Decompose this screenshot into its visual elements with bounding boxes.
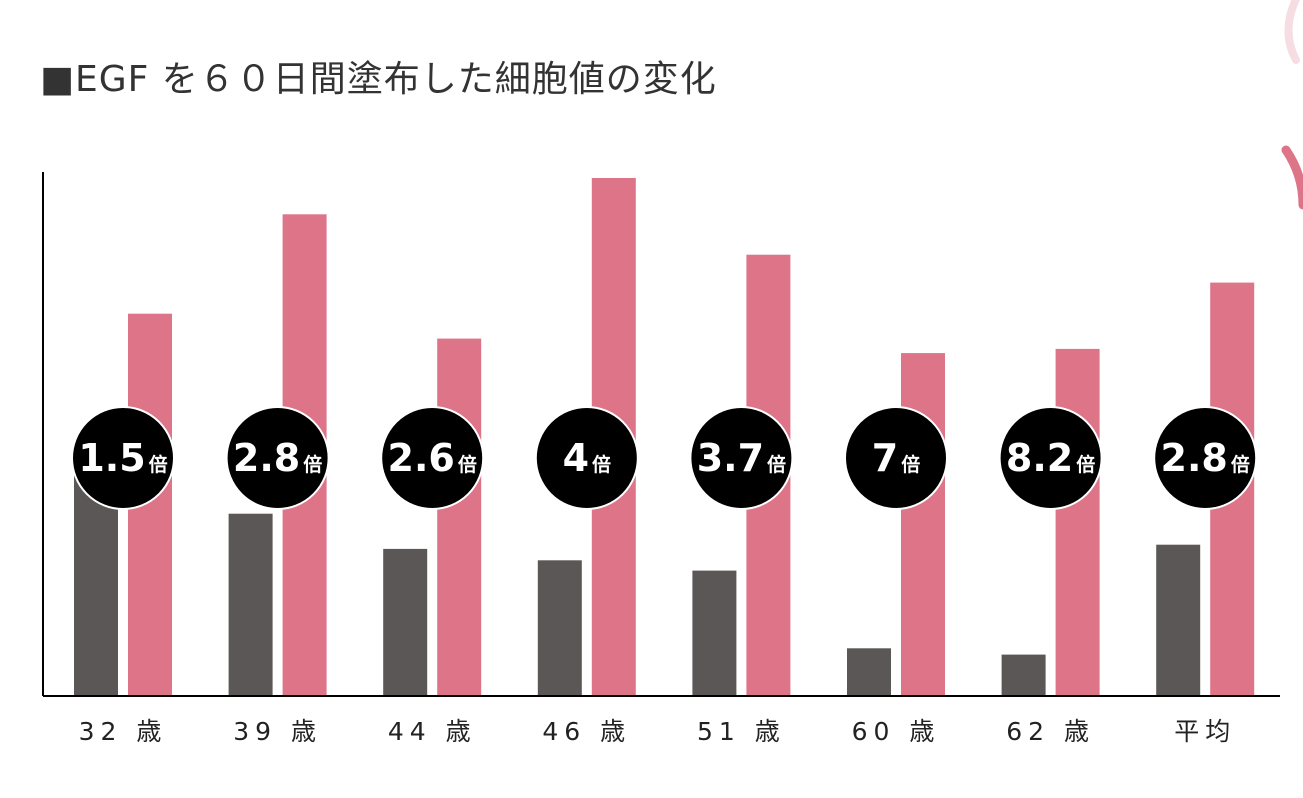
bar-before-4: [537, 560, 582, 696]
ratio-badge-circle: [380, 406, 485, 510]
ratio-label: 1.5 倍: [78, 436, 167, 480]
ratio-label: 2.8 倍: [1161, 436, 1250, 480]
ratio-badge-1: 1.5 倍: [71, 406, 175, 510]
ratio-badge-circle: [1153, 406, 1258, 510]
ratio-label: 3.7 倍: [697, 436, 786, 480]
ratio-value: 2.8: [1161, 436, 1228, 480]
ratio-badge-circle: [71, 406, 175, 510]
x-tick-label-2: 39 歳: [233, 717, 322, 746]
ratio-unit: 倍: [458, 453, 477, 476]
x-tick-label-3: 44 歳: [388, 717, 477, 746]
ratio-value: 3.7: [697, 436, 764, 480]
ratio-badge-circle: [689, 406, 794, 510]
bar-before-6: [847, 648, 891, 696]
swirl-faint-stroke: [1284, 0, 1301, 64]
ratio-label: 2.8 倍: [233, 436, 322, 480]
bar-before-3: [383, 548, 428, 696]
swirl-stroke: [1281, 145, 1303, 210]
ratio-unit: 倍: [303, 453, 322, 476]
ratio-badge-8: 2.8 倍: [1153, 406, 1258, 510]
ratio-label: 8.2 倍: [1006, 436, 1095, 480]
bar-before-8: [1156, 544, 1201, 696]
ratio-badges-layer: 1.5 倍 2.8 倍 2.6 倍 4 倍 3.7 倍 7 倍 8.2 倍 2.8 倍: [71, 406, 1258, 510]
ratio-label: 2.6 倍: [388, 436, 477, 480]
ratio-value: 8.2: [1006, 436, 1073, 480]
x-tick-labels: 32 歳 39 歳 44 歳 46 歳 51 歳 60 歳 62 歳 平均: [79, 717, 1236, 746]
axes-layer: [42, 172, 1280, 697]
ratio-value: 2.8: [233, 436, 300, 480]
bar-after-6: [901, 353, 945, 696]
ratio-unit: 倍: [592, 453, 611, 476]
ratio-unit: 倍: [1231, 453, 1250, 476]
ratio-unit: 倍: [149, 453, 168, 476]
ratio-value: 4: [563, 436, 589, 480]
ratio-value: 1.5: [78, 436, 145, 480]
chart-title: ■EGF を６０日間塗布した細胞値の変化: [40, 59, 717, 100]
x-tick-label-5: 51 歳: [697, 717, 786, 746]
ratio-badge-circle: [998, 406, 1103, 510]
ratio-value: 2.6: [388, 436, 455, 480]
ratio-unit: 倍: [767, 453, 786, 476]
bar-before-7: [1001, 654, 1046, 696]
bar-after-7: [1055, 348, 1100, 696]
ratio-badge-circle: [534, 406, 639, 510]
ratio-badge-circle: [225, 406, 330, 510]
bar-before-2: [228, 513, 273, 696]
ratio-value: 7: [872, 436, 898, 480]
bar-before-5: [692, 570, 737, 696]
ratio-badge-2: 2.8 倍: [225, 406, 330, 510]
x-tick-label-6: 60 歳: [852, 717, 941, 746]
ratio-badge-5: 3.7 倍: [689, 406, 794, 510]
ratio-badge-3: 2.6 倍: [380, 406, 485, 510]
ratio-badge-7: 8.2 倍: [998, 406, 1103, 510]
x-tick-label-4: 46 歳: [542, 717, 631, 746]
x-tick-label-7: 62 歳: [1006, 717, 1095, 746]
x-tick-label-1: 32 歳: [79, 717, 168, 746]
ratio-badge-circle: [844, 406, 948, 510]
bar-after-3: [437, 338, 482, 696]
decorative-swirl: [1281, 0, 1303, 210]
x-tick-label-8: 平均: [1174, 717, 1236, 746]
ratio-unit: 倍: [901, 453, 920, 476]
ratio-unit: 倍: [1076, 453, 1095, 476]
